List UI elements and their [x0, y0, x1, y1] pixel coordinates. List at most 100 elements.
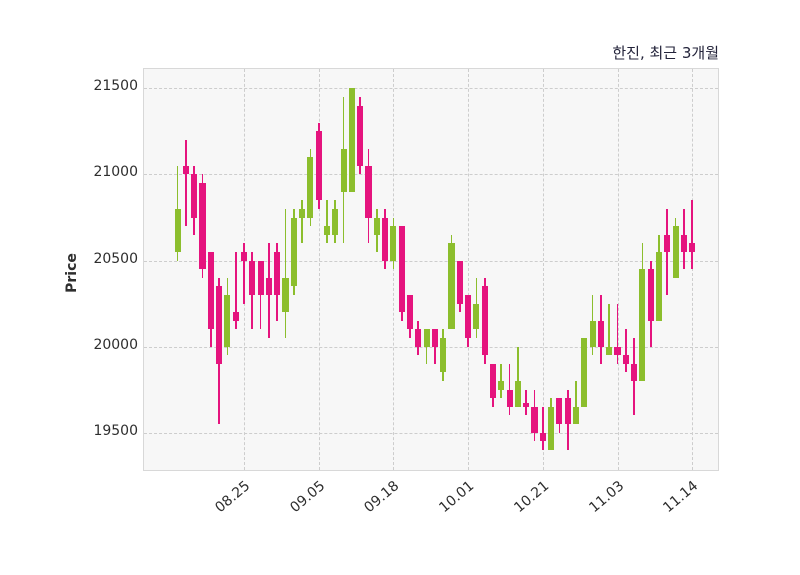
gridline-vertical: [692, 69, 694, 470]
candle-body: [199, 183, 206, 270]
candle-body: [647, 269, 654, 321]
gridline-horizontal: [144, 432, 718, 434]
candle-body: [423, 329, 430, 347]
gridline-horizontal: [144, 174, 718, 176]
candle-body: [655, 251, 663, 321]
candle-body: [589, 320, 596, 347]
candle-body: [556, 398, 563, 425]
candle-wick: [624, 329, 627, 373]
candle-wick: [541, 406, 544, 450]
candle-body: [689, 243, 696, 252]
candle-body: [548, 406, 555, 450]
candle-body: [282, 277, 289, 313]
candle-wick: [517, 346, 519, 407]
gridline-vertical: [468, 69, 470, 470]
candle-wick: [691, 200, 694, 270]
candle-body: [265, 277, 272, 295]
candle-body: [390, 226, 397, 261]
candle-body: [564, 398, 571, 425]
candle-body: [456, 260, 463, 304]
gridline-horizontal: [144, 88, 718, 90]
candle-wick: [434, 329, 436, 364]
gridline-vertical: [318, 69, 320, 470]
candle-body: [622, 355, 629, 364]
gridline-horizontal: [144, 346, 718, 348]
candle-body: [680, 234, 687, 252]
candle-body: [232, 312, 239, 321]
candle-body: [489, 363, 497, 399]
candle-body: [481, 286, 488, 356]
candle-body: [465, 294, 472, 338]
y-tick-label: 21000: [93, 164, 138, 181]
gridline-vertical: [542, 69, 544, 470]
candle-body: [431, 329, 438, 347]
candle-body: [224, 294, 231, 347]
candle-body: [639, 269, 646, 381]
candle-body: [357, 105, 364, 166]
candle-body: [672, 226, 679, 278]
candle-wick: [259, 260, 262, 330]
gridline-horizontal: [144, 260, 718, 262]
candle-body: [506, 389, 513, 407]
candle-body: [398, 226, 405, 313]
x-tick-label: 08.25: [212, 478, 254, 517]
x-tick-label: 10.21: [511, 478, 553, 517]
candle-body: [191, 174, 198, 218]
candle-wick: [508, 363, 511, 416]
candle-body: [523, 403, 530, 407]
gridline-vertical: [617, 69, 619, 470]
candle-wick: [500, 363, 503, 399]
candle-body: [257, 260, 264, 295]
candle-body: [249, 260, 256, 295]
candle-body: [664, 234, 671, 252]
candle-body: [473, 303, 480, 330]
candle-wick: [243, 243, 245, 304]
candle-body: [332, 208, 339, 235]
candle-body: [415, 329, 422, 347]
candle-wick: [326, 200, 328, 244]
candle-body: [373, 217, 380, 235]
y-tick-label: 20500: [93, 250, 138, 267]
x-tick-label: 09.18: [361, 478, 403, 517]
candle-body: [174, 208, 181, 252]
candle-wick: [234, 251, 237, 330]
candle-body: [323, 226, 331, 235]
x-tick-label: 11.03: [585, 478, 627, 517]
y-tick-label: 19500: [93, 422, 138, 439]
y-tick-label: 21500: [93, 78, 138, 95]
candle-body: [290, 217, 297, 287]
candle-wick: [301, 200, 303, 244]
x-tick-label: 11.14: [660, 478, 702, 517]
gridline-vertical: [393, 69, 395, 470]
candle-wick: [185, 140, 187, 227]
candle-body: [572, 406, 580, 425]
candle-wick: [608, 303, 611, 356]
candle-body: [514, 381, 521, 407]
candle-body: [406, 294, 414, 330]
candle-wick: [284, 208, 287, 338]
candle-body: [182, 165, 189, 175]
candle-body: [365, 165, 372, 218]
plot-area: [143, 68, 719, 471]
chart-title: 한진, 최근 3개월: [612, 44, 719, 62]
x-tick-label: 10.01: [436, 478, 478, 517]
candle-wick: [575, 381, 577, 425]
candle-body: [348, 88, 355, 192]
candle-body: [274, 251, 281, 295]
candle-body: [581, 337, 588, 407]
candle-body: [614, 346, 621, 356]
candle-body: [315, 131, 322, 201]
candle-wick: [525, 389, 528, 416]
candle-body: [448, 243, 455, 330]
candle-body: [606, 346, 613, 356]
candle-wick: [616, 303, 619, 364]
candle-body: [299, 208, 306, 218]
candle-body: [597, 320, 604, 347]
candle-body: [631, 363, 638, 381]
candle-body: [539, 432, 546, 442]
candle-body: [207, 251, 214, 330]
candle-body: [340, 148, 347, 192]
candle-body: [307, 157, 314, 218]
candle-body: [382, 217, 389, 261]
